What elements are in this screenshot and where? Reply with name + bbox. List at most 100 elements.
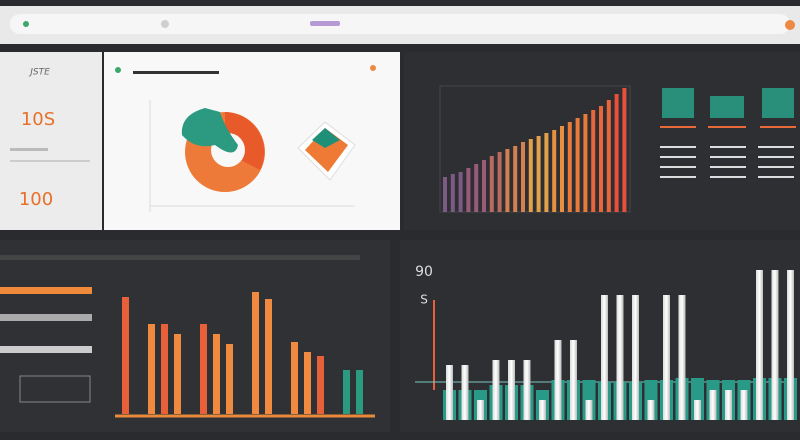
axis-label: S bbox=[420, 293, 428, 307]
sidebar bbox=[0, 52, 102, 230]
line bbox=[760, 126, 796, 128]
stat: 10S bbox=[21, 109, 55, 130]
line bbox=[708, 126, 746, 128]
line bbox=[660, 166, 696, 168]
bar bbox=[482, 160, 486, 212]
bar bbox=[477, 400, 484, 420]
line bbox=[710, 166, 746, 168]
bar bbox=[523, 360, 531, 420]
bar bbox=[694, 400, 701, 420]
bar bbox=[492, 360, 500, 420]
bar bbox=[265, 299, 272, 414]
bar bbox=[513, 146, 518, 212]
bar bbox=[174, 334, 181, 414]
line bbox=[758, 156, 794, 158]
icon bbox=[662, 88, 694, 118]
icon bbox=[762, 88, 794, 118]
compare-chart bbox=[443, 270, 797, 420]
icon bbox=[710, 96, 744, 118]
tab bbox=[310, 21, 340, 26]
bar bbox=[622, 88, 627, 212]
line bbox=[758, 166, 794, 168]
bar bbox=[632, 295, 639, 420]
bar bbox=[614, 94, 619, 212]
bar bbox=[552, 130, 557, 212]
bar bbox=[536, 136, 541, 212]
bar bbox=[616, 295, 624, 420]
bar bbox=[606, 100, 611, 212]
text-lines bbox=[660, 146, 794, 178]
bar bbox=[304, 352, 311, 414]
axis-label: 90 bbox=[415, 264, 433, 280]
bar bbox=[756, 270, 763, 420]
bar bbox=[528, 139, 533, 212]
bar bbox=[647, 400, 655, 420]
bar bbox=[226, 344, 233, 414]
icon bbox=[115, 67, 121, 73]
line bbox=[660, 126, 696, 128]
bar bbox=[489, 156, 494, 212]
line bbox=[10, 148, 48, 151]
bar bbox=[474, 164, 479, 212]
bar bbox=[521, 142, 525, 212]
gem-icon bbox=[312, 128, 340, 148]
icon bbox=[161, 20, 169, 28]
progress-bar bbox=[0, 314, 92, 321]
line bbox=[660, 156, 696, 158]
bar bbox=[740, 390, 748, 420]
bar bbox=[461, 365, 469, 420]
bar bbox=[466, 168, 471, 212]
line bbox=[10, 160, 90, 162]
bar bbox=[570, 340, 577, 420]
icon[interactable] bbox=[785, 20, 795, 30]
heading-bar bbox=[133, 71, 219, 74]
bar bbox=[725, 390, 732, 420]
bar bbox=[148, 324, 155, 414]
bar bbox=[567, 122, 572, 212]
bar bbox=[122, 297, 129, 414]
group-chart bbox=[115, 292, 375, 418]
line bbox=[758, 146, 794, 148]
bar bbox=[583, 114, 588, 212]
growth-chart bbox=[439, 85, 631, 213]
bar bbox=[356, 370, 363, 414]
bar bbox=[591, 110, 596, 212]
line bbox=[758, 176, 794, 178]
bar bbox=[599, 106, 603, 212]
divider bbox=[0, 44, 800, 48]
bar bbox=[443, 177, 447, 212]
bar bbox=[450, 174, 455, 212]
bar bbox=[508, 360, 515, 420]
line bbox=[660, 146, 696, 148]
header-strip bbox=[0, 255, 360, 260]
bar bbox=[544, 133, 549, 212]
bar bbox=[678, 295, 686, 420]
bar bbox=[663, 295, 670, 420]
icon bbox=[23, 21, 29, 27]
bar bbox=[575, 118, 580, 212]
line bbox=[710, 176, 746, 178]
bar bbox=[343, 370, 350, 414]
bar bbox=[252, 292, 259, 414]
bar bbox=[497, 152, 502, 212]
chart-frame bbox=[439, 85, 631, 213]
bar bbox=[213, 334, 220, 414]
bar bbox=[601, 295, 608, 420]
panel bbox=[0, 240, 390, 432]
box bbox=[19, 375, 91, 403]
icon bbox=[370, 65, 376, 71]
address-bar[interactable] bbox=[10, 14, 790, 34]
bar bbox=[291, 342, 298, 414]
line bbox=[710, 146, 746, 148]
bar bbox=[317, 356, 324, 414]
bar bbox=[458, 172, 463, 212]
bar bbox=[539, 400, 546, 420]
bar bbox=[560, 126, 564, 212]
bar bbox=[771, 270, 779, 420]
bar bbox=[446, 365, 453, 420]
bar bbox=[709, 390, 717, 420]
bar bbox=[585, 400, 593, 420]
bar bbox=[505, 149, 510, 212]
bar bbox=[161, 324, 168, 414]
